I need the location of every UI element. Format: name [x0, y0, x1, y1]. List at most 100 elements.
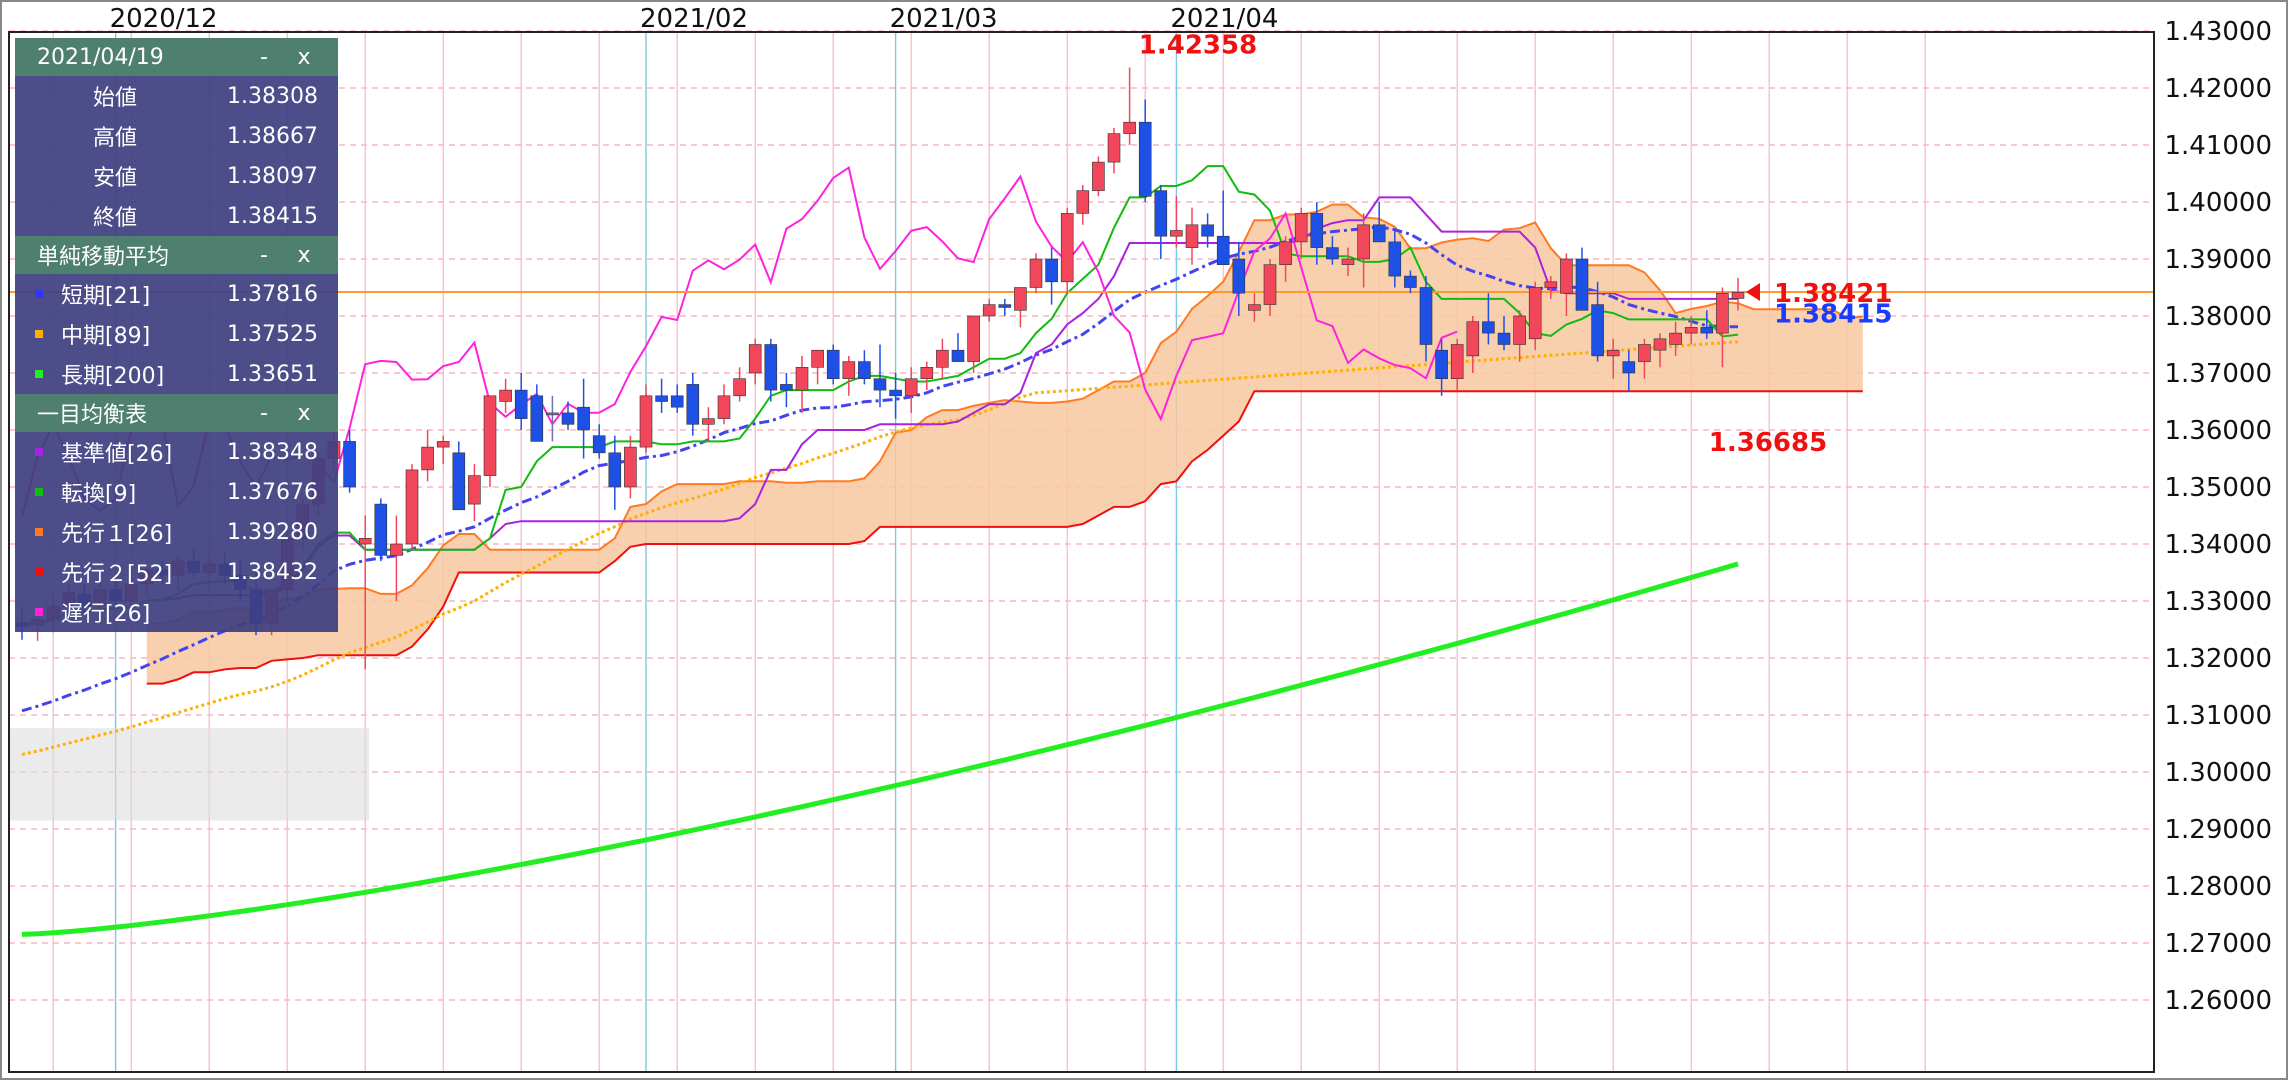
- y-tick-label: 1.26000: [2164, 986, 2272, 1016]
- candle-body: [514, 389, 528, 419]
- candle-body: [1700, 327, 1714, 334]
- candle-body: [1450, 344, 1464, 380]
- candle-body: [592, 435, 606, 454]
- y-tick-label: 1.37000: [2164, 359, 2272, 389]
- candle-body: [405, 469, 419, 545]
- close-button[interactable]: x: [297, 44, 311, 70]
- candle-body: [1279, 241, 1292, 265]
- candle-body: [842, 361, 856, 380]
- candle-body: [499, 389, 512, 402]
- y-tick-label: 1.36000: [2164, 416, 2272, 446]
- ohlc-high-label: 高値: [93, 126, 138, 151]
- tenkan-value: 1.37676: [227, 479, 318, 505]
- sma-long-label: 長期[200]: [61, 364, 165, 389]
- chikou-label: 遅行[26]: [61, 602, 151, 627]
- x-tick-label: 2021/02: [640, 4, 748, 34]
- candle-body: [1513, 315, 1526, 345]
- sma-mid-row: 中期[89] 1.37525: [15, 314, 338, 354]
- candle-body: [1341, 258, 1355, 265]
- ohlc-low: 安値 1.38097: [15, 156, 338, 196]
- candle-body: [1731, 292, 1745, 299]
- candle-body: [1201, 224, 1214, 237]
- candle-body: [1684, 327, 1698, 334]
- candle-body: [670, 395, 684, 408]
- sma-short-row: 短期[21] 1.37816: [15, 274, 338, 314]
- candle-body: [1092, 161, 1105, 191]
- candle-body: [1591, 304, 1604, 357]
- span-b-swatch: [35, 568, 43, 576]
- candle-body: [702, 418, 715, 425]
- candle-body: [889, 389, 902, 397]
- legend-date-header: 2021/04/19 - x: [15, 38, 338, 76]
- kijun-label: 基準値[26]: [61, 442, 173, 467]
- sma-long-value: 1.33651: [227, 361, 318, 387]
- candle-body: [858, 361, 871, 380]
- sma-mid-label: 中期[89]: [61, 324, 151, 349]
- close-button[interactable]: x: [297, 400, 311, 426]
- candle-body: [982, 304, 996, 317]
- x-tick-label: 2021/04: [1170, 4, 1278, 34]
- sma-long-row: 長期[200] 1.33651: [15, 354, 338, 394]
- ohlc-low-label: 安値: [93, 166, 138, 191]
- candle-body: [1014, 287, 1027, 311]
- y-tick-label: 1.31000: [2164, 701, 2272, 731]
- ohlc-low-value: 1.38097: [227, 163, 318, 189]
- chikou-row: 遅行[26]: [15, 592, 338, 632]
- candle-body: [826, 349, 840, 380]
- candle-body: [1294, 213, 1308, 243]
- candle-body: [546, 412, 559, 416]
- sma-short-label: 短期[21]: [61, 284, 151, 309]
- y-tick-label: 1.39000: [2164, 245, 2272, 275]
- tenkan-swatch: [35, 488, 43, 496]
- legend-panel: 2021/04/19 - x 始値 1.38308 高値 1.38667 安値 1.3…: [15, 38, 338, 632]
- candle-body: [1497, 332, 1511, 345]
- last-price-marker: [1746, 283, 1760, 302]
- legend-ichimoku-header: 一目均衡表 - x: [15, 394, 338, 432]
- candle-body: [717, 395, 731, 419]
- candle-body: [1076, 190, 1090, 214]
- y-tick-label: 1.42000: [2164, 74, 2272, 104]
- candle-body: [1653, 338, 1667, 351]
- candle-body: [343, 441, 356, 488]
- minimize-button[interactable]: -: [260, 44, 268, 70]
- y-tick-label: 1.33000: [2164, 587, 2272, 617]
- tenkan-label: 転換[9]: [61, 482, 137, 507]
- ma-long-line: [21, 561, 1739, 937]
- legend-date-title: 2021/04/19: [37, 44, 164, 70]
- last-price-red: 1.38421: [1774, 279, 1892, 309]
- minimize-button[interactable]: -: [260, 400, 268, 426]
- span-a-swatch: [35, 528, 43, 536]
- close-button[interactable]: x: [297, 242, 311, 268]
- candle-body: [998, 304, 1012, 308]
- ohlc-close-label: 終値: [93, 206, 138, 231]
- candle-body: [1216, 235, 1230, 265]
- candle-body: [780, 384, 793, 391]
- candle-body: [1248, 304, 1261, 311]
- minimize-button[interactable]: -: [260, 242, 268, 268]
- candle-body: [1232, 258, 1246, 294]
- kijun-value: 1.38348: [227, 439, 318, 465]
- y-tick-label: 1.28000: [2164, 872, 2272, 902]
- axes: 1.43000 1.42000 1.41000 1.40000 1.39000 1.380…: [110, 4, 2272, 1016]
- kijun-row: 基準値[26] 1.38348: [15, 432, 338, 472]
- ohlc-high: 高値 1.38667: [15, 116, 338, 156]
- x-tick-label: 2021/03: [890, 4, 998, 34]
- candle-body: [795, 366, 809, 391]
- candle-body: [1419, 287, 1433, 345]
- ichimoku-list: 基準値[26] 1.38348 転換[9] 1.37676 先行１[26] 1.392…: [15, 432, 338, 632]
- candle-body: [1575, 258, 1589, 311]
- legend-sma-title: 単純移動平均: [37, 245, 170, 270]
- y-tick-label: 1.27000: [2164, 929, 2272, 959]
- candle-body: [1435, 349, 1448, 380]
- sma-short-swatch: [35, 290, 43, 298]
- candle-body: [873, 378, 887, 391]
- candle-body: [390, 543, 403, 556]
- y-tick-label: 1.43000: [2164, 17, 2272, 47]
- candle-body: [561, 412, 575, 425]
- candle-body: [1170, 230, 1183, 237]
- candle-body: [1372, 224, 1386, 243]
- candle-body: [358, 537, 372, 545]
